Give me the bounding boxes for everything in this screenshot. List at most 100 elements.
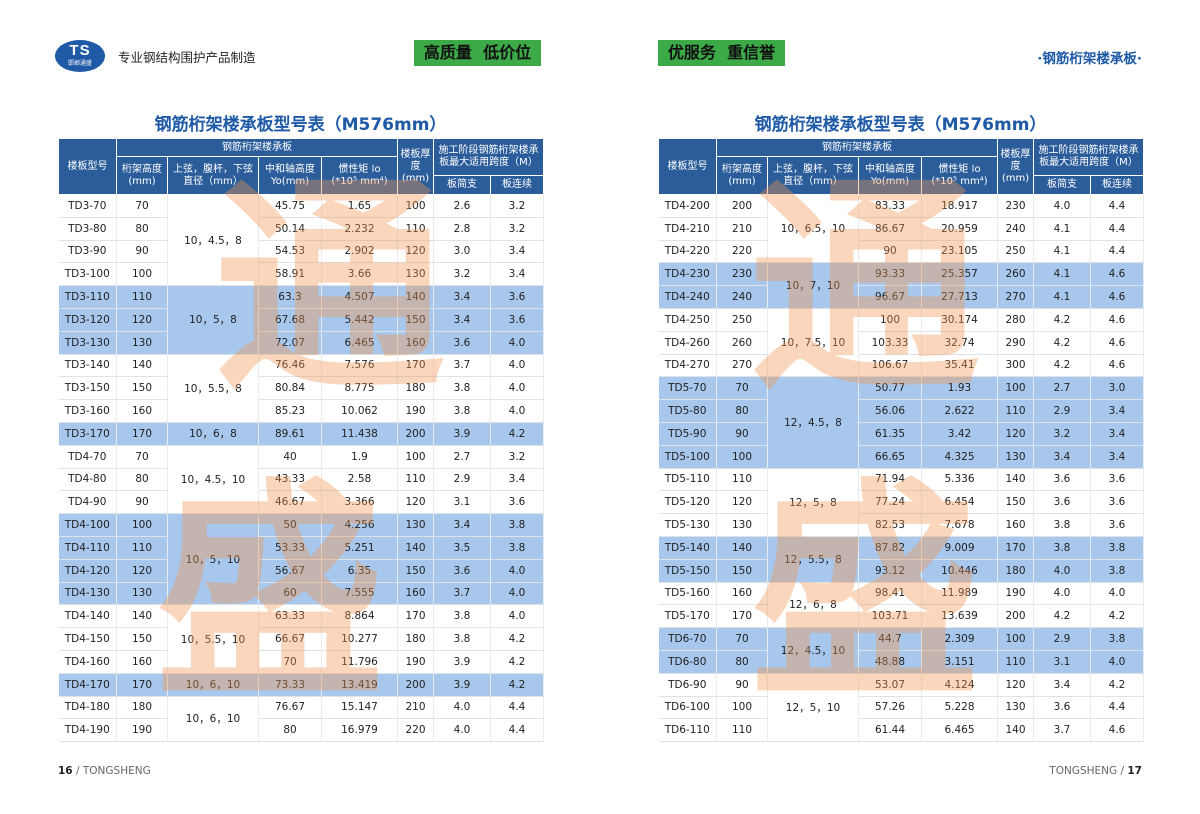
table-cell: 18.917	[921, 194, 998, 218]
table-cell: TD6-100	[658, 696, 717, 720]
table-cell: 4.0	[490, 399, 545, 423]
table-cell: 160	[716, 582, 768, 606]
header-cell: 钢筋桁架楼承板	[716, 138, 998, 157]
table-cell: 3.4	[1090, 399, 1145, 423]
table-cell: 120	[397, 240, 434, 264]
diameter-cell: 10，6，10	[167, 696, 259, 743]
table-cell: TD4-130	[58, 582, 117, 606]
table-cell: 3.366	[321, 490, 398, 515]
table-cell: 220	[716, 240, 768, 264]
table-row: TD5-130 130 82.53 7.678 160 3.8 3.6	[658, 513, 1145, 537]
table-cell: 230	[716, 262, 768, 287]
table-cell: TD5-140	[658, 536, 717, 560]
table-cell: 3.8	[1033, 536, 1091, 560]
table-cell: 3.8	[433, 376, 491, 401]
table-cell: 4.6	[1090, 285, 1145, 309]
table-cell: 3.6	[433, 331, 491, 355]
table-cell: 3.42	[921, 422, 998, 446]
table-cell: 90	[858, 240, 922, 264]
table-cell: 120	[397, 490, 434, 515]
table-cell: 4.2	[1033, 308, 1091, 332]
table-cell: 160	[116, 399, 168, 423]
table-cell: 3.6	[490, 490, 545, 515]
table-cell: 6.35	[321, 559, 398, 583]
table-row: TD4-90 90 46.67 3.366 120 3.1 3.6	[58, 490, 545, 515]
table-cell: 3.6	[490, 285, 545, 309]
table-cell: TD4-80	[58, 468, 117, 492]
table-row: TD4-70 70 10，4.5，10 40 1.9 100 2.7 3.2	[58, 445, 545, 515]
table-cell: 100	[858, 308, 922, 332]
table-cell: 4.6	[1090, 718, 1145, 743]
table-cell: 87.82	[858, 536, 922, 560]
table-cell: 3.8	[1033, 513, 1091, 537]
table-cell: 11.438	[321, 422, 398, 446]
header-cell: 桁架高度(mm)	[716, 156, 768, 195]
table-row: TD3-80 80 50.14 2.232 110 2.8 3.2	[58, 217, 545, 241]
table-cell: 160	[997, 513, 1034, 537]
table-cell: 110	[116, 285, 168, 309]
table-cell: 110	[716, 718, 768, 743]
table-cell: 130	[997, 445, 1034, 469]
table-cell: 190	[997, 582, 1034, 606]
table-cell: TD3-70	[58, 194, 117, 218]
table-cell: 2.232	[321, 217, 398, 241]
table-row: TD3-140 140 10，5.5，8 76.46 7.576 170 3.7 4.0	[58, 354, 545, 423]
left-page: TS 邯郸通盛 专业钢结构围护产品制造 高质量 低价位 钢筋桁架楼承板型号表（M5…	[55, 40, 545, 777]
table-cell: 170	[397, 604, 434, 629]
table-header: 楼板型号 钢筋桁架楼承板 楼板厚度(mm) 施工阶段钢筋桁架楼承板最大适用跨度（M）桁…	[658, 138, 1145, 195]
table-cell: 3.2	[490, 445, 545, 469]
table-row: TD3-130 130 72.07 6.465 160 3.6 4.0	[58, 331, 545, 355]
table-row: TD5-160 160 12，6，8 98.41 11.989 190 4.0 4.0	[658, 582, 1145, 629]
header-cell: 施工阶段钢筋桁架楼承板最大适用跨度（M）	[432, 138, 545, 176]
table-row: TD4-220 220 90 23.105 250 4.1 4.4	[658, 240, 1145, 264]
table-cell: 230	[997, 194, 1034, 218]
table-body: TD4-200 200 10，6.5，10 83.33 18.917 230 4.0 4.4 T…	[658, 194, 1145, 743]
table-cell: 72.07	[258, 331, 322, 355]
table-cell: TD3-100	[58, 262, 117, 287]
table-cell: 120	[997, 673, 1034, 697]
table-cell: 4.4	[1090, 696, 1145, 720]
table-cell: TD4-220	[658, 240, 717, 264]
table-cell: 82.53	[858, 513, 922, 537]
logo-name: 邯郸通盛	[67, 60, 92, 67]
header-cell: 惯性矩 Io (*10⁵ mm⁴)	[321, 156, 398, 195]
table-cell: 25.357	[921, 262, 998, 287]
table-cell: 3.4	[1090, 422, 1145, 446]
table-row: TD5-170 170 103.71 13.639 200 4.2 4.2	[658, 604, 1145, 629]
table-row: TD4-260 260 103.33 32.74 290 4.2 4.6	[658, 331, 1145, 355]
footer: 16 / TONGSHENG	[58, 765, 151, 777]
table-cell: TD3-120	[58, 308, 117, 332]
table-cell: 2.6	[433, 194, 491, 218]
table-cell: 90	[716, 673, 768, 697]
table-cell: 2.58	[321, 468, 398, 492]
table-row: TD5-100 100 66.65 4.325 130 3.4 3.4	[658, 445, 1145, 469]
table-cell: 4.1	[1033, 240, 1091, 264]
table-cell: 3.4	[1090, 445, 1145, 469]
table-cell: 4.0	[1033, 559, 1091, 583]
table-cell: 1.65	[321, 194, 398, 218]
header-cell: 板简支	[433, 175, 491, 195]
table-cell: 140	[997, 468, 1034, 492]
table-row: TD4-120 120 56.67 6.35 150 3.6 4.0	[58, 559, 545, 583]
diameter-cell: 12，5，8	[767, 468, 859, 537]
table-cell: 150	[116, 627, 168, 651]
table-cell: 160	[116, 650, 168, 674]
table-cell: 63.33	[258, 604, 322, 629]
table-cell: 170	[116, 422, 168, 446]
table-cell: 9.009	[921, 536, 998, 560]
separator: /	[75, 765, 80, 777]
table-row: TD5-110 110 12，5，8 71.94 5.336 140 3.6 3.6	[658, 468, 1145, 537]
table-cell: TD3-150	[58, 376, 117, 401]
table-cell: 40	[258, 445, 322, 469]
table-cell: 140	[716, 536, 768, 560]
table-cell: 6.454	[921, 490, 998, 515]
table-cell: 3.4	[433, 308, 491, 332]
table-cell: 270	[997, 285, 1034, 309]
table-cell: 170	[116, 673, 168, 697]
table-row: TD3-150 150 80.84 8.775 180 3.8 4.0	[58, 376, 545, 401]
table-cell: 140	[116, 604, 168, 629]
table-row: TD5-120 120 77.24 6.454 150 3.6 3.6	[658, 490, 1145, 515]
brand: TONGSHENG	[82, 765, 151, 777]
table-cell: TD4-210	[658, 217, 717, 241]
table-cell: 120	[116, 308, 168, 332]
